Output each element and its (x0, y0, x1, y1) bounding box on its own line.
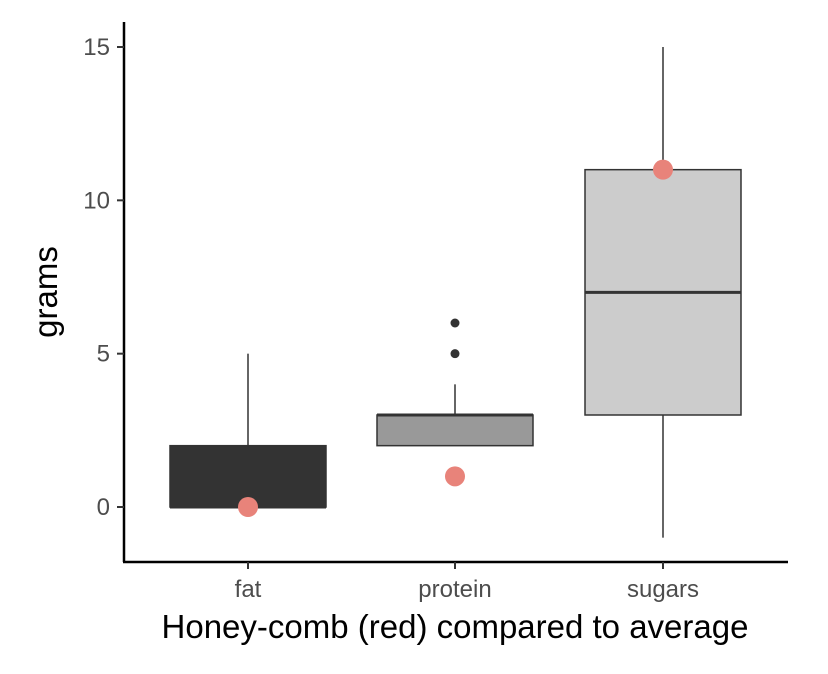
y-axis-title: grams (27, 246, 64, 338)
plot-area (169, 47, 742, 538)
x-tick-label: sugars (627, 576, 699, 603)
highlight-point-sugars (653, 159, 673, 180)
x-axis-title: Honey-comb (red) compared to average (162, 608, 749, 645)
y-tick-label: 0 (97, 494, 110, 521)
y-tick-label: 5 (97, 341, 110, 368)
highlight-point-protein (445, 466, 465, 487)
axis-ticks: 0 5 10 15 fat protein sugars (83, 34, 699, 603)
box-protein (376, 414, 534, 447)
x-tick-label: protein (418, 576, 491, 603)
outlier-point (450, 349, 460, 359)
outlier-point (450, 318, 460, 328)
x-tick-label: fat (235, 576, 262, 603)
y-tick-label: 10 (83, 187, 110, 214)
y-tick-label: 15 (83, 34, 110, 61)
highlight-point-fat (238, 497, 258, 517)
